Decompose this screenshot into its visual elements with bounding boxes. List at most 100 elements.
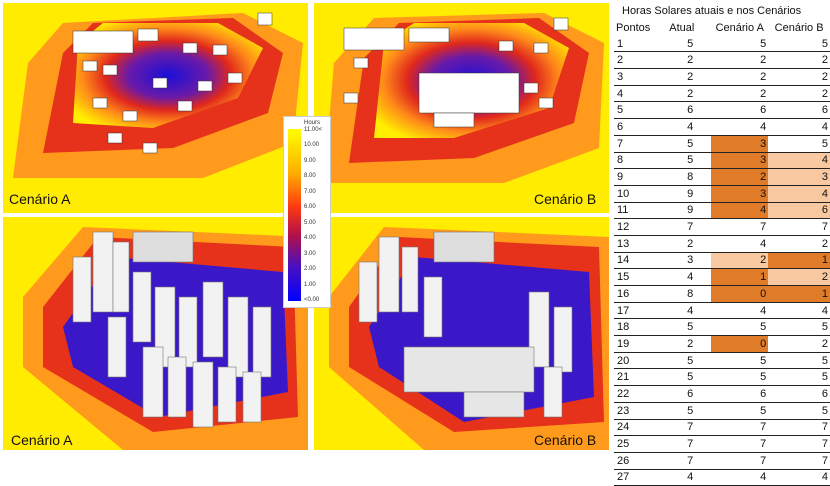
cell-cenario-b: 4 — [768, 469, 830, 486]
cell-ponto: 20 — [614, 352, 653, 370]
cell-cenario-b: 2 — [768, 68, 830, 86]
cell-atual: 5 — [652, 402, 712, 420]
cell-ponto: 22 — [614, 385, 653, 403]
cell-atual: 2 — [652, 335, 712, 353]
cell-cenario-b: 2 — [768, 85, 830, 103]
cell-cenario-b: 5 — [768, 368, 830, 387]
cell-atual: 5 — [652, 135, 712, 153]
cell-ponto: 11 — [614, 202, 653, 220]
cell-cenario-a: 0 — [711, 335, 769, 353]
cell-cenario-b: 7 — [768, 435, 830, 453]
header-atual: Atual — [669, 21, 695, 34]
legend-tick: 7.00 — [304, 188, 316, 195]
cell-cenario-b: 3 — [768, 168, 830, 186]
cell-ponto: 14 — [614, 252, 653, 270]
cell-ponto: 19 — [614, 335, 653, 353]
solar-heatmap-a-top — [3, 3, 308, 213]
cell-cenario-b: 4 — [768, 185, 830, 203]
cell-atual: 2 — [652, 51, 712, 70]
table-row: 17 4 4 4 — [614, 302, 830, 320]
cell-cenario-a: 0 — [711, 285, 769, 303]
render-panel-a-top: Cenário A — [3, 3, 308, 213]
cell-cenario-b: 6 — [768, 202, 830, 220]
cell-cenario-b: 4 — [768, 118, 830, 136]
shadow-render-b-bottom — [314, 217, 609, 450]
legend-tick: 11.00< — [304, 127, 323, 133]
cell-cenario-b: 5 — [768, 35, 830, 53]
cell-atual: 6 — [652, 101, 712, 120]
cell-cenario-a: 6 — [711, 101, 769, 120]
panel-caption: Cenário A — [9, 191, 71, 207]
cell-cenario-a: 2 — [711, 252, 769, 270]
cell-cenario-a: 5 — [711, 352, 769, 370]
cell-cenario-a: 5 — [711, 402, 769, 420]
table-row: 10 9 3 4 — [614, 185, 830, 203]
hours-legend: Hours 11.00< 10.00 9.00 8.00 7.00 6.00 5.00 4.0… — [283, 116, 331, 308]
legend-tick: 3.00 — [304, 250, 316, 257]
cell-atual: 7 — [652, 452, 712, 470]
cell-ponto: 7 — [614, 135, 653, 153]
cell-cenario-b: 4 — [768, 302, 830, 320]
cell-cenario-a: 6 — [711, 385, 769, 403]
cell-cenario-a: 3 — [711, 185, 769, 203]
cell-ponto: 17 — [614, 302, 653, 320]
table-row: 18 5 5 5 — [614, 318, 830, 337]
cell-atual: 6 — [652, 385, 712, 403]
cell-atual: 4 — [652, 268, 712, 286]
cell-ponto: 10 — [614, 185, 653, 203]
cell-atual: 5 — [652, 152, 712, 170]
legend-tick: 5.00 — [304, 219, 316, 226]
cell-ponto: 27 — [614, 469, 653, 486]
cell-cenario-a: 2 — [711, 51, 769, 70]
cell-cenario-b: 2 — [768, 235, 830, 253]
cell-atual: 2 — [652, 85, 712, 103]
cell-atual: 3 — [652, 252, 712, 270]
render-panel-b-top: Cenário B — [314, 3, 609, 213]
legend-tick: 1.00 — [304, 281, 316, 288]
cell-cenario-b: 6 — [768, 101, 830, 120]
cell-cenario-a: 4 — [711, 118, 769, 136]
cell-atual: 9 — [652, 202, 712, 220]
cell-ponto: 24 — [614, 419, 653, 437]
cell-cenario-b: 7 — [768, 452, 830, 470]
cell-cenario-b: 1 — [768, 285, 830, 303]
cell-ponto: 21 — [614, 368, 653, 387]
cell-ponto: 2 — [614, 51, 653, 70]
solar-heatmap-b-top — [314, 3, 609, 213]
cell-cenario-a: 2 — [711, 68, 769, 86]
legend-tick: 2.00 — [304, 266, 316, 273]
header-pontos: Pontos — [616, 21, 651, 34]
cell-cenario-b: 7 — [768, 218, 830, 236]
table-body: 1 5 5 5 2 2 2 2 3 2 2 2 4 2 2 2 5 6 6 6 6 4 4 4 7 5 3 5 8 5 3 4 9 8 2 3 10 9 3… — [614, 35, 830, 486]
cell-ponto: 13 — [614, 235, 653, 253]
cell-atual: 7 — [652, 435, 712, 453]
cell-atual: 4 — [652, 469, 712, 486]
cell-ponto: 5 — [614, 101, 653, 120]
cell-atual: 7 — [652, 419, 712, 437]
table-row: 12 7 7 7 — [614, 218, 830, 236]
table-row: 16 8 0 1 — [614, 285, 830, 303]
cell-cenario-b: 5 — [768, 135, 830, 153]
table-row: 26 7 7 7 — [614, 452, 830, 470]
table-row: 23 5 5 5 — [614, 402, 830, 420]
cell-ponto: 12 — [614, 218, 653, 236]
cell-atual: 4 — [652, 118, 712, 136]
cell-ponto: 23 — [614, 402, 653, 420]
cell-atual: 2 — [652, 235, 712, 253]
cell-cenario-a: 5 — [711, 35, 769, 53]
cell-cenario-a: 3 — [711, 135, 769, 153]
cell-cenario-b: 5 — [768, 352, 830, 370]
table-row: 14 3 2 1 — [614, 252, 830, 270]
table-row: 19 2 0 2 — [614, 335, 830, 353]
cell-cenario-a: 2 — [711, 168, 769, 186]
cell-atual: 7 — [652, 218, 712, 236]
table-row: 22 6 6 6 — [614, 385, 830, 403]
